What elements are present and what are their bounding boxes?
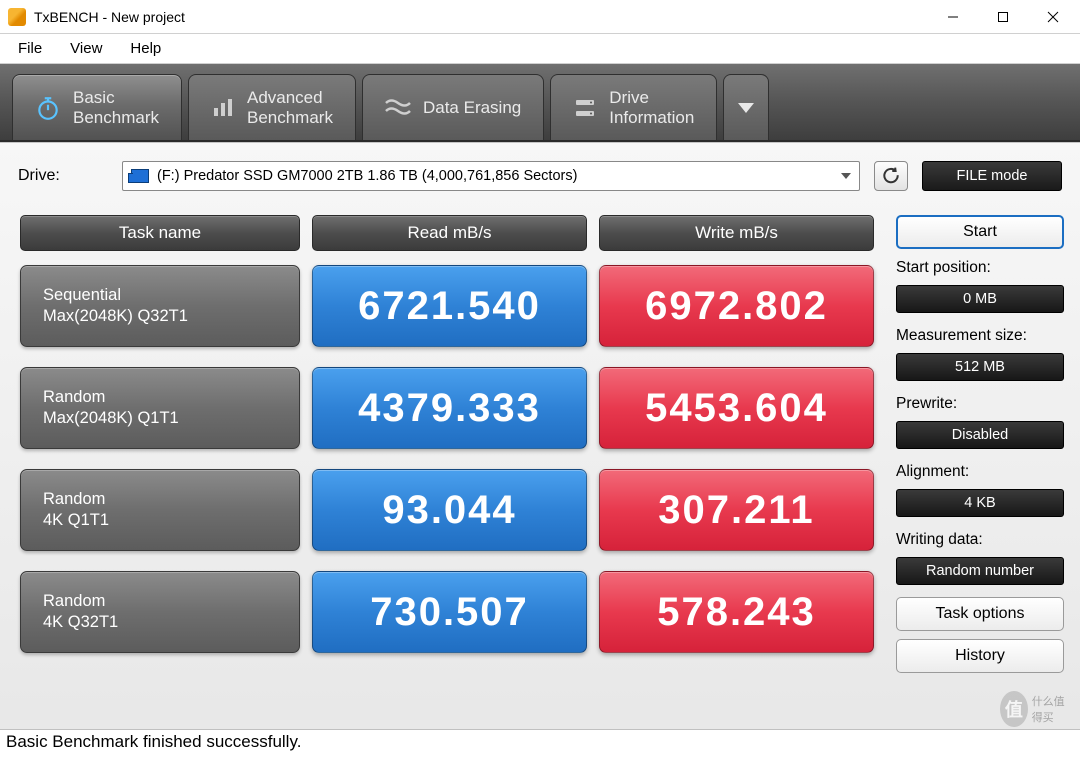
result-row: Random 4K Q32T1 730.507 578.243 [20,571,874,653]
minimize-button[interactable] [928,0,978,33]
drive-icon [573,96,597,120]
measurement-size-label: Measurement size: [896,327,1064,345]
menu-file[interactable]: File [6,36,54,61]
write-value: 307.211 [599,469,874,551]
header-read: Read mB/s [312,215,587,251]
results-header-row: Task name Read mB/s Write mB/s [20,215,874,251]
start-button[interactable]: Start [896,215,1064,249]
waves-icon [385,98,411,118]
read-value: 4379.333 [312,367,587,449]
bars-icon [211,96,235,120]
tab-data-erasing[interactable]: Data Erasing [362,74,544,140]
tab-label: AdvancedBenchmark [247,88,333,127]
task-options-button[interactable]: Task options [896,597,1064,631]
tab-advanced-benchmark[interactable]: AdvancedBenchmark [188,74,356,140]
results-table: Task name Read mB/s Write mB/s Sequentia… [20,215,874,673]
window-controls [928,0,1078,33]
alignment-label: Alignment: [896,463,1064,481]
alignment-value[interactable]: 4 KB [896,489,1064,517]
refresh-button[interactable] [874,161,908,191]
menu-help[interactable]: Help [118,36,173,61]
sidebar: Start Start position: 0 MB Measurement s… [896,215,1064,673]
titlebar: TxBENCH - New project [0,0,1080,34]
watermark-icon: 值 [1000,691,1028,727]
main-area: Task name Read mB/s Write mB/s Sequentia… [0,197,1080,673]
task-line1: Random [43,489,299,510]
measurement-size-value[interactable]: 512 MB [896,353,1064,381]
prewrite-label: Prewrite: [896,395,1064,413]
tab-label: Data Erasing [423,98,521,118]
content-panel: Drive: (F:) Predator SSD GM7000 2TB 1.86… [0,142,1080,757]
task-name-cell: Random 4K Q1T1 [20,469,300,551]
task-line1: Sequential [43,285,299,306]
file-mode-button[interactable]: FILE mode [922,161,1062,191]
read-value: 730.507 [312,571,587,653]
result-row: Sequential Max(2048K) Q32T1 6721.540 697… [20,265,874,347]
result-row: Random 4K Q1T1 93.044 307.211 [20,469,874,551]
read-value: 93.044 [312,469,587,551]
write-value: 6972.802 [599,265,874,347]
menu-view[interactable]: View [58,36,114,61]
drive-select-value: (F:) Predator SSD GM7000 2TB 1.86 TB (4,… [157,168,577,184]
drive-label: Drive: [18,167,108,185]
tab-drive-information[interactable]: DriveInformation [550,74,717,140]
close-button[interactable] [1028,0,1078,33]
task-name-cell: Random 4K Q32T1 [20,571,300,653]
writing-data-value[interactable]: Random number [896,557,1064,585]
app-logo-icon [8,8,26,26]
task-line2: Max(2048K) Q1T1 [43,408,299,429]
header-write: Write mB/s [599,215,874,251]
window-title: TxBENCH - New project [34,9,928,25]
tab-label: DriveInformation [609,88,694,127]
read-value: 6721.540 [312,265,587,347]
chevron-down-icon [738,103,754,113]
task-line1: Random [43,591,299,612]
write-value: 5453.604 [599,367,874,449]
chevron-down-icon [841,173,851,179]
write-value: 578.243 [599,571,874,653]
tab-basic-benchmark[interactable]: BasicBenchmark [12,74,182,140]
history-button[interactable]: History [896,639,1064,673]
maximize-button[interactable] [978,0,1028,33]
drive-select[interactable]: (F:) Predator SSD GM7000 2TB 1.86 TB (4,… [122,161,860,191]
task-line1: Random [43,387,299,408]
writing-data-label: Writing data: [896,531,1064,549]
task-name-cell: Sequential Max(2048K) Q32T1 [20,265,300,347]
task-line2: Max(2048K) Q32T1 [43,306,299,327]
start-position-value[interactable]: 0 MB [896,285,1064,313]
tab-strip: BasicBenchmark AdvancedBenchmark Data Er… [0,64,1080,142]
tab-more-dropdown[interactable] [723,74,769,140]
task-line2: 4K Q1T1 [43,510,299,531]
drive-row: Drive: (F:) Predator SSD GM7000 2TB 1.86… [0,143,1080,197]
stopwatch-icon [35,95,61,121]
start-position-label: Start position: [896,259,1064,277]
refresh-icon [881,166,901,186]
watermark: 值 什么值得买 [1000,689,1074,729]
menubar: File View Help [0,34,1080,64]
drive-device-icon [131,169,149,183]
task-line2: 4K Q32T1 [43,612,299,633]
prewrite-value[interactable]: Disabled [896,421,1064,449]
result-row: Random Max(2048K) Q1T1 4379.333 5453.604 [20,367,874,449]
task-name-cell: Random Max(2048K) Q1T1 [20,367,300,449]
header-task-name: Task name [20,215,300,251]
tab-label: BasicBenchmark [73,88,159,127]
watermark-text: 什么值得买 [1032,693,1074,725]
status-bar: Basic Benchmark finished successfully. [0,729,1080,757]
